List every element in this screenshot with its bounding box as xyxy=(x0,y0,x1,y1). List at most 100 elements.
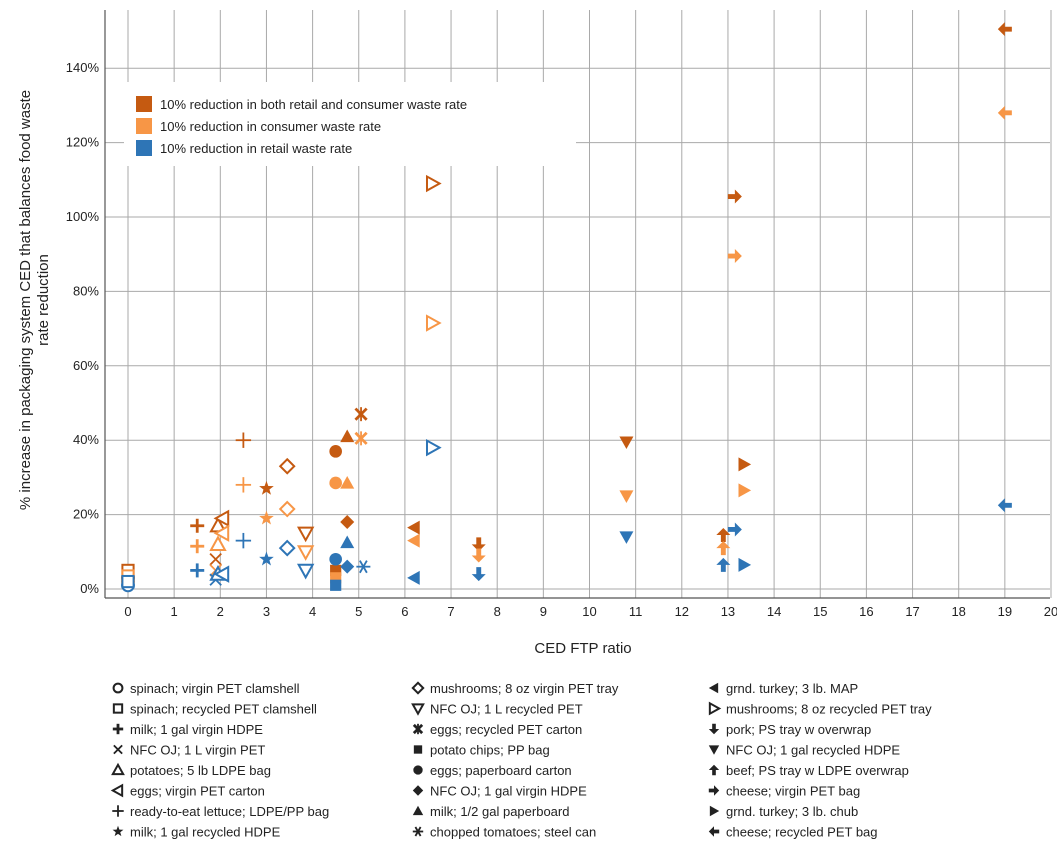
key-marker-plus-bold xyxy=(112,723,124,735)
key-marker-square xyxy=(413,745,423,754)
data-point-arrow-right xyxy=(727,249,742,264)
key-label: milk; 1 gal virgin HDPE xyxy=(130,722,263,737)
x-axis-title: CED FTP ratio xyxy=(534,640,631,657)
key-marker-arrow-down xyxy=(708,723,720,735)
data-point-arrow-down xyxy=(471,548,486,563)
x-tick-label: 16 xyxy=(859,604,873,619)
data-point-diamond xyxy=(340,559,355,574)
data-point-triangle-left xyxy=(407,533,420,548)
y-tick-label: 120% xyxy=(66,135,100,150)
legend-label: 10% reduction in consumer waste rate xyxy=(160,119,381,134)
x-tick-label: 14 xyxy=(767,604,781,619)
key-marker-asterisk-x xyxy=(412,723,424,735)
x-tick-label: 11 xyxy=(629,604,643,619)
key-marker-arrow-right xyxy=(708,785,720,796)
data-point-triangle-up xyxy=(340,475,355,489)
data-point-circle xyxy=(329,552,342,566)
x-tick-label: 18 xyxy=(951,604,965,619)
data-point-plus xyxy=(235,477,252,493)
x-tick-label: 17 xyxy=(905,604,919,619)
key-label: potatoes; 5 lb LDPE bag xyxy=(130,763,271,778)
data-point-arrow-up xyxy=(716,528,731,543)
key-label: NFC OJ; 1 gal virgin HDPE xyxy=(430,784,587,799)
x-tick-label: 12 xyxy=(675,604,689,619)
data-point-plus xyxy=(235,432,252,448)
key-marker-plus xyxy=(112,805,124,817)
key-label: NFC OJ; 1 L recycled PET xyxy=(430,702,583,717)
data-point-asterisk xyxy=(356,560,371,574)
y-tick-label: 40% xyxy=(73,432,99,447)
axes: 0%20%40%60%80%100%120%140%160%0123456789… xyxy=(66,0,1057,619)
data-point-arrow-right xyxy=(727,522,742,537)
x-tick-label: 6 xyxy=(401,604,408,619)
x-tick-label: 9 xyxy=(540,604,547,619)
x-tick-label: 4 xyxy=(309,604,316,619)
y-tick-label: 80% xyxy=(73,283,99,298)
data-point-triangle-down xyxy=(619,531,634,544)
data-point-square xyxy=(330,579,342,591)
data-point-star xyxy=(259,551,274,566)
data-point-square xyxy=(330,572,342,584)
data-point-triangle-right-open xyxy=(425,314,442,332)
key-label: spinach; virgin PET clamshell xyxy=(130,681,300,696)
data-point-triangle-up xyxy=(340,535,355,549)
data-point-triangle-left-open xyxy=(213,524,230,542)
y-axis-title: % increase in packaging system CED that … xyxy=(17,90,52,510)
key-label: NFC OJ; 1 gal recycled HDPE xyxy=(726,743,900,758)
key-marker-triangle-up-open xyxy=(111,762,125,776)
series-legend: 10% reduction in both retail and consume… xyxy=(124,82,576,166)
key-marker-triangle-right xyxy=(709,805,720,817)
key-label: chopped tomatoes; steel can xyxy=(430,825,596,840)
key-label: grnd. turkey; 3 lb. MAP xyxy=(726,681,858,696)
x-tick-label: 2 xyxy=(217,604,224,619)
key-label: eggs; recycled PET carton xyxy=(430,722,582,737)
data-point-arrow-down xyxy=(471,537,486,552)
key-label: beef; PS tray w LDPE overwrap xyxy=(726,763,909,778)
legend-label: 10% reduction in both retail and consume… xyxy=(160,97,467,112)
data-point-arrow-left xyxy=(997,105,1012,120)
data-point-diamond-open xyxy=(278,539,296,557)
key-label: cheese; recycled PET bag xyxy=(726,825,878,840)
data-point-triangle-down xyxy=(619,490,634,503)
key-label: mushrooms; 8 oz virgin PET tray xyxy=(430,681,619,696)
key-label: milk; 1 gal recycled HDPE xyxy=(130,825,281,840)
data-point-arrow-up xyxy=(716,557,731,572)
data-point-star xyxy=(259,510,274,525)
key-marker-diamond xyxy=(412,785,424,796)
data-point-plus-bold xyxy=(190,539,205,554)
data-point-triangle-right-open xyxy=(425,174,442,193)
data-point-triangle-left-open xyxy=(213,509,230,528)
key-label: spinach; recycled PET clamshell xyxy=(130,702,317,717)
key-marker-triangle-down-open xyxy=(411,703,425,716)
data-point-triangle-right xyxy=(738,557,752,572)
key-marker-square-open xyxy=(112,703,124,714)
key-marker-x xyxy=(113,744,123,755)
data-point-triangle-down xyxy=(619,436,634,450)
data-point-asterisk-x xyxy=(354,431,368,446)
data-point-triangle-left xyxy=(407,570,420,585)
legend-swatch xyxy=(136,96,152,112)
data-point-arrow-down xyxy=(471,567,486,582)
data-point-arrow-left xyxy=(997,498,1012,513)
x-tick-label: 0 xyxy=(124,604,131,619)
key-marker-arrow-left xyxy=(708,826,720,837)
data-point-triangle-up xyxy=(340,429,355,443)
data-point-x xyxy=(209,553,222,566)
y-tick-label: 0% xyxy=(80,581,99,596)
key-label: pork; PS tray w overwrap xyxy=(726,722,871,737)
data-point-triangle-down-open xyxy=(296,526,315,543)
x-tick-label: 8 xyxy=(494,604,501,619)
data-point-diamond-open xyxy=(278,457,296,475)
key-marker-triangle-down xyxy=(708,745,720,755)
key-label: potato chips; PP bag xyxy=(430,743,550,758)
y-tick-label: 20% xyxy=(73,507,99,522)
data-point-triangle-right-open xyxy=(425,438,442,457)
data-point-arrow-right xyxy=(727,189,742,204)
data-point-circle xyxy=(329,445,342,458)
key-label: eggs; paperboard carton xyxy=(430,763,572,778)
legend-swatch xyxy=(136,140,152,156)
data-point-diamond xyxy=(340,515,355,530)
key-marker-triangle-up xyxy=(412,805,424,816)
key-label: eggs; virgin PET carton xyxy=(130,784,265,799)
data-point-plus-bold xyxy=(190,563,205,578)
